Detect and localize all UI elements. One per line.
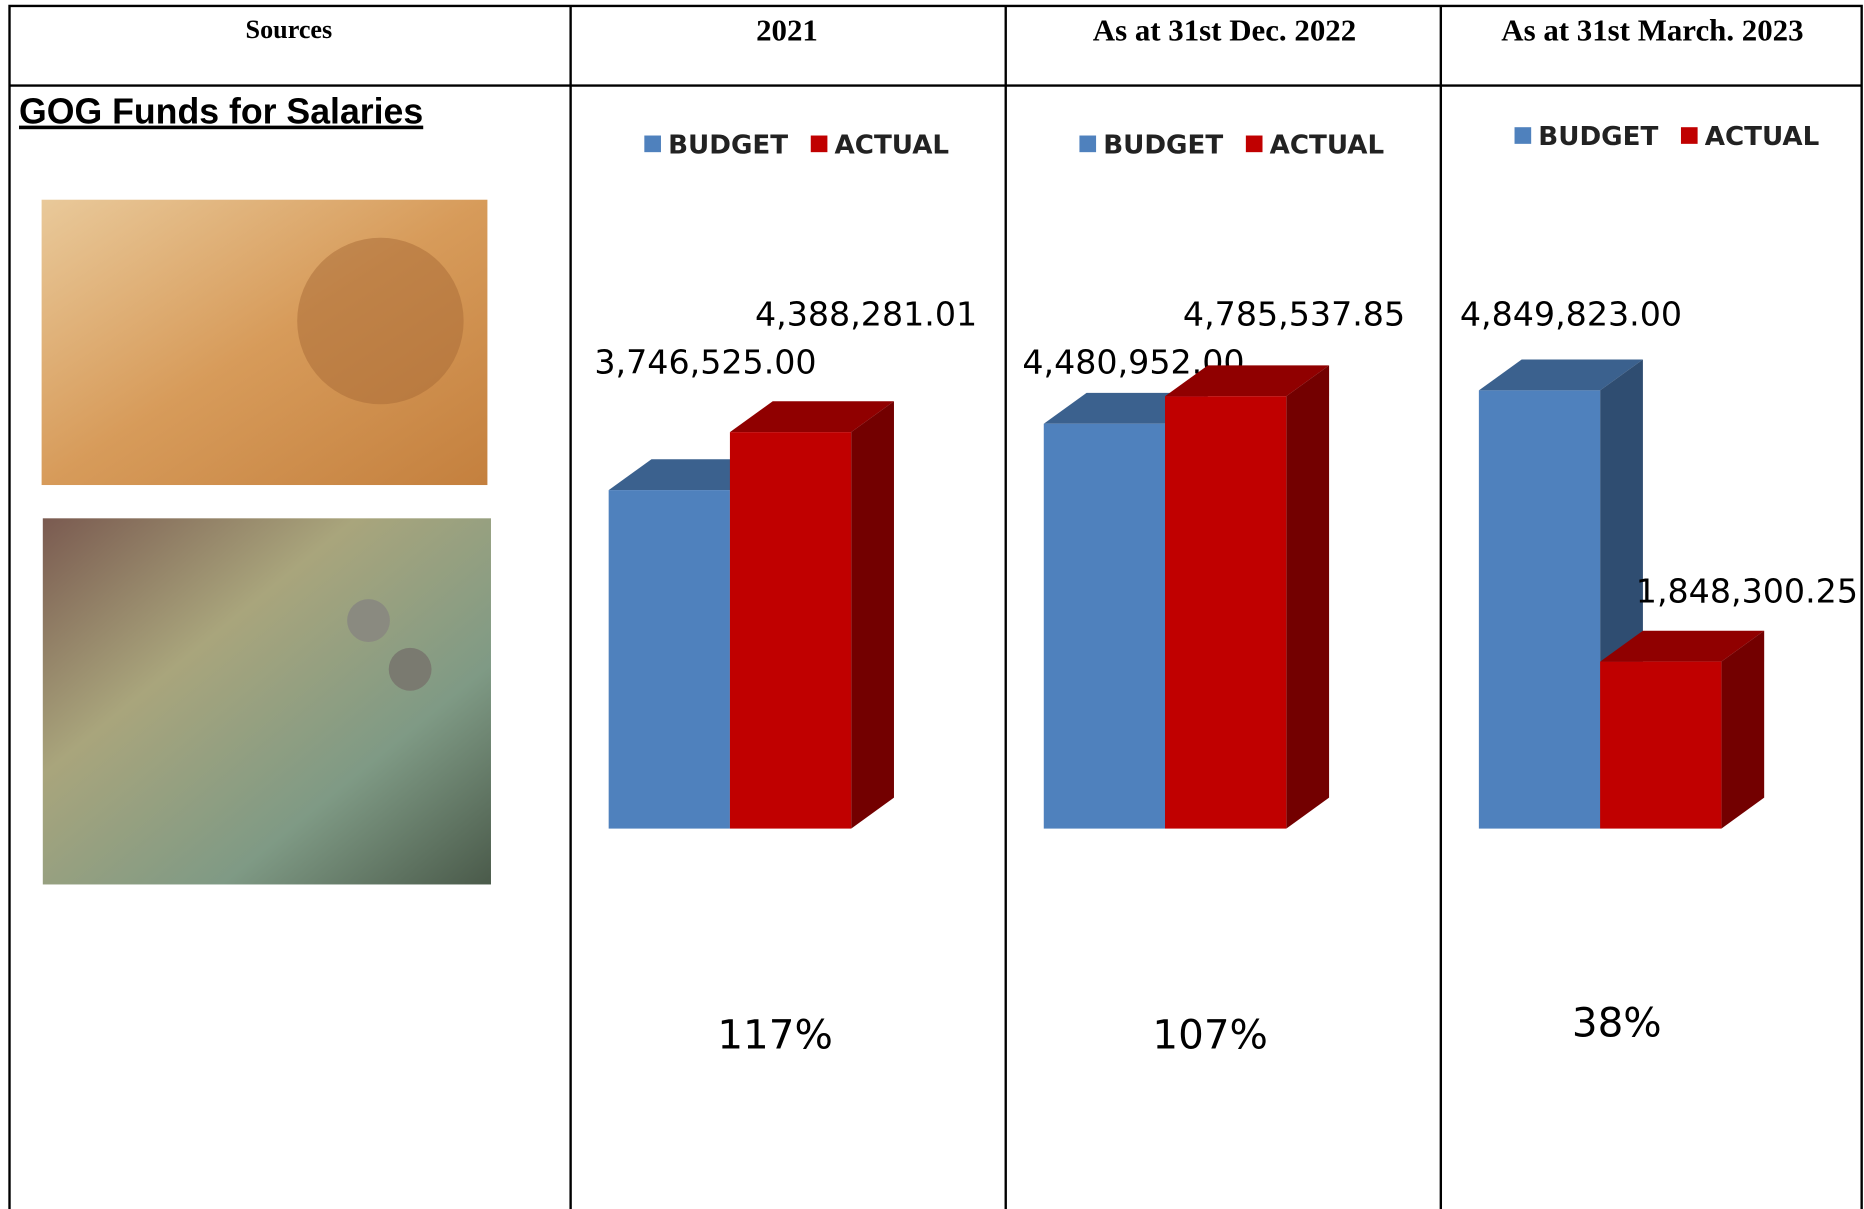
bar-top bbox=[1600, 630, 1765, 662]
source-title: GOG Funds for Salaries bbox=[19, 92, 423, 132]
percentage: 117% bbox=[717, 1011, 833, 1059]
header: Sources bbox=[246, 15, 333, 44]
bar bbox=[1165, 396, 1287, 829]
value-label: 3,746,525.00 bbox=[594, 342, 816, 381]
legend-label: BUDGET bbox=[668, 130, 788, 160]
value-label: 4,785,537.85 bbox=[1183, 295, 1405, 334]
table-grid bbox=[8, 4, 1863, 1209]
value-label: 1,848,300.25 bbox=[1636, 572, 1858, 611]
percentage: 107% bbox=[1152, 1011, 1268, 1059]
legend-swatch bbox=[644, 135, 661, 153]
image-detail bbox=[388, 647, 432, 691]
legend-label: ACTUAL bbox=[1705, 122, 1820, 152]
legend-swatch bbox=[1079, 135, 1097, 153]
legend-label: ACTUAL bbox=[1270, 130, 1385, 160]
bar bbox=[1478, 390, 1601, 829]
percentage: 38% bbox=[1572, 999, 1662, 1047]
legend-swatch bbox=[1514, 127, 1532, 144]
legend-swatch bbox=[1680, 127, 1698, 144]
money-image bbox=[42, 518, 491, 885]
value-label: 4,849,823.00 bbox=[1460, 295, 1682, 334]
header: As at 31st Dec. 2022 bbox=[1093, 12, 1356, 47]
bar-side bbox=[1286, 365, 1330, 829]
bar-side bbox=[851, 401, 894, 829]
bar-side bbox=[1721, 630, 1765, 829]
legend-swatch bbox=[1245, 135, 1263, 153]
legend-label: ACTUAL bbox=[835, 130, 950, 160]
bar-top bbox=[1478, 359, 1643, 391]
image-detail bbox=[297, 237, 464, 405]
bar-top bbox=[729, 401, 894, 433]
bar bbox=[1600, 661, 1722, 829]
slide: Sources 2021 As at 31st Dec. 2022 As at … bbox=[8, 4, 1863, 1209]
legend-label: BUDGET bbox=[1103, 130, 1223, 160]
header: As at 31st March. 2023 bbox=[1501, 12, 1803, 47]
legend-label: BUDGET bbox=[1538, 122, 1658, 152]
bar bbox=[1043, 423, 1166, 829]
bar-top bbox=[1165, 365, 1330, 397]
legend-swatch bbox=[810, 135, 828, 153]
image-detail bbox=[347, 599, 390, 642]
header: 2021 bbox=[756, 12, 818, 47]
value-label: 4,388,281.01 bbox=[755, 295, 977, 334]
bar bbox=[608, 490, 730, 829]
bar bbox=[729, 432, 852, 829]
